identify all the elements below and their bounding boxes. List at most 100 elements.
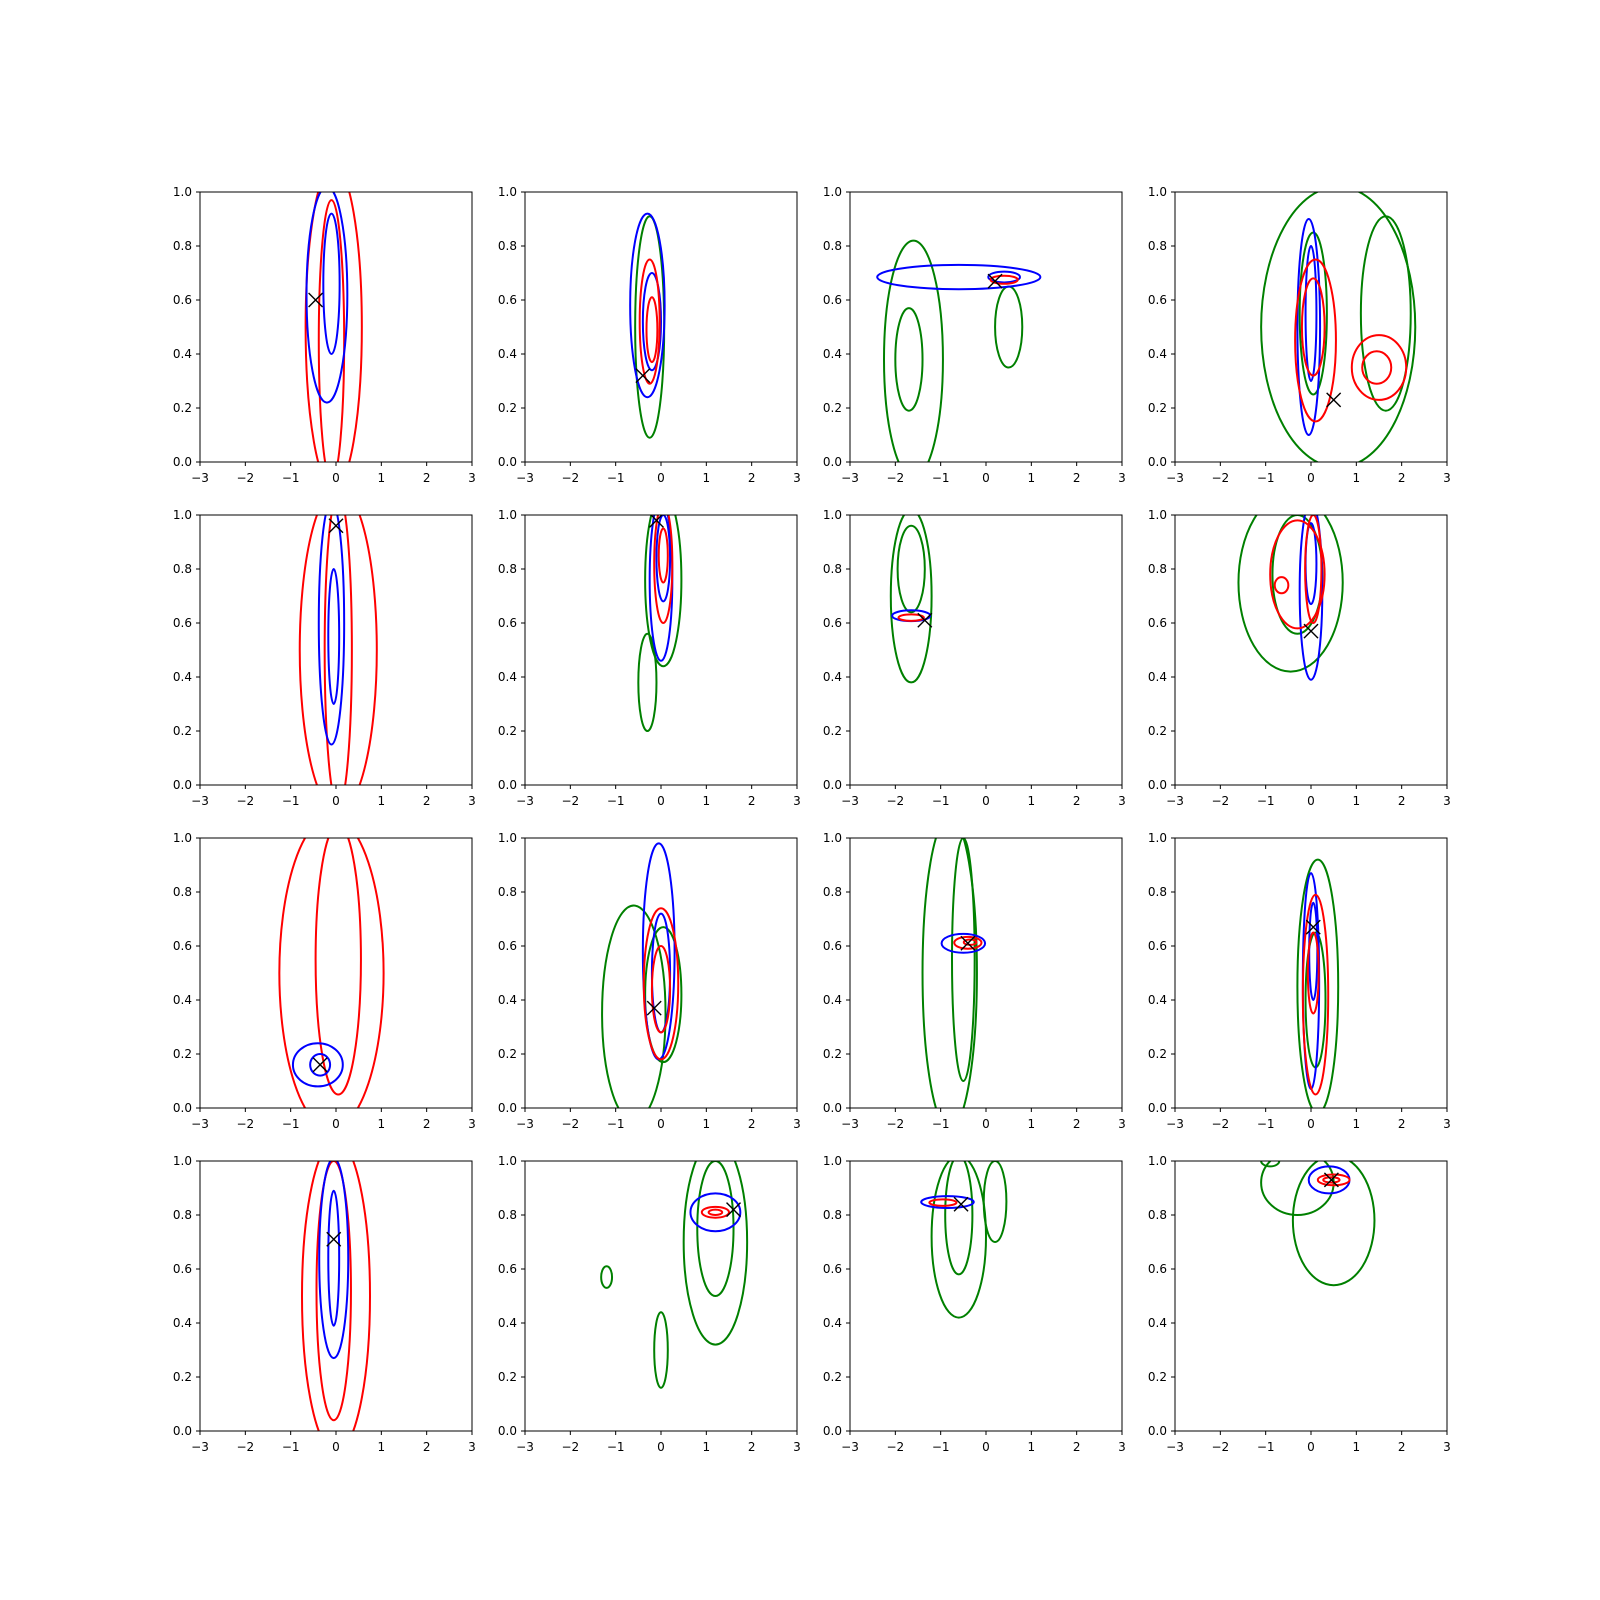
y-tick-label: 0.8 (823, 1208, 842, 1222)
x-marker-stroke (328, 518, 344, 534)
x-tick-label: 2 (748, 1117, 756, 1131)
subplot-4-3: −3 −2 −1 0 1 2 3 0.0 0.2 0.4 0.6 0.8 1.0 (823, 1154, 1126, 1454)
x-tick-label: −3 (1166, 471, 1184, 485)
y-tick-label: 1.0 (1148, 831, 1167, 845)
y-tick-label: 0.0 (823, 778, 842, 792)
subplot-3-2: −3 −2 −1 0 1 2 3 0.0 0.2 0.4 0.6 0.8 1.0 (498, 831, 801, 1131)
x-marker-stroke (648, 515, 663, 528)
y-tick-label: 0.2 (823, 724, 842, 738)
contour-layer (921, 838, 987, 1108)
y-tick-label: 0.2 (1148, 401, 1167, 415)
x-tick-label: 0 (657, 1117, 665, 1131)
contour-layer (1260, 1161, 1376, 1287)
x-marker (960, 935, 976, 951)
x-tick-label: −1 (607, 471, 625, 485)
x-tick-label: −2 (561, 1117, 579, 1131)
green-contour (1291, 1161, 1376, 1287)
blue-contour (655, 515, 672, 603)
x-tick-label: −1 (932, 1440, 950, 1454)
green-contour (600, 1265, 614, 1289)
x-tick-label: 1 (378, 471, 386, 485)
y-tick-label: 0.0 (173, 778, 192, 792)
blue-contour (1304, 245, 1318, 382)
x-tick-label: 1 (1028, 794, 1036, 808)
y-tick-label: 0.0 (498, 1101, 517, 1115)
y-tick-label: 0.2 (173, 1047, 192, 1061)
y-tick-label: 0.0 (823, 455, 842, 469)
x-tick-label: 1 (703, 794, 711, 808)
contour-layer (301, 1161, 371, 1431)
x-tick-label: 1 (1353, 794, 1361, 808)
green-contour (944, 1161, 974, 1276)
red-contour (650, 945, 672, 1034)
y-tick-label: 0.4 (498, 670, 517, 684)
green-contour (682, 1161, 749, 1346)
y-tick-label: 1.0 (823, 1154, 842, 1168)
y-tick-label: 0.2 (173, 724, 192, 738)
x-tick-label: 1 (1353, 1117, 1361, 1131)
blue-contour (1296, 218, 1322, 436)
x-marker (326, 1231, 342, 1247)
y-tick-label: 0.0 (498, 1424, 517, 1438)
subplot-4-4: −3 −2 −1 0 1 2 3 0.0 0.2 0.4 0.6 0.8 1.0 (1148, 1154, 1451, 1454)
x-tick-label: 3 (793, 794, 801, 808)
blue-contour (305, 192, 349, 404)
x-tick-label: −2 (561, 794, 579, 808)
red-contour (301, 1161, 371, 1431)
blue-contour (689, 1192, 742, 1233)
x-marker-stroke (1326, 392, 1342, 408)
x-tick-label: −1 (607, 1117, 625, 1131)
x-tick-label: 3 (468, 1117, 476, 1131)
y-tick-label: 0.6 (1148, 616, 1167, 630)
red-contour (278, 838, 385, 1108)
y-tick-label: 0.4 (173, 347, 192, 361)
contour-layer (889, 515, 933, 684)
y-tick-label: 0.2 (498, 1370, 517, 1384)
x-tick-label: −3 (841, 1117, 859, 1131)
x-marker (1303, 623, 1319, 639)
red-contour (1316, 1173, 1351, 1187)
y-tick-label: 1.0 (173, 508, 192, 522)
red-contour (317, 199, 346, 462)
x-tick-label: 2 (1073, 794, 1081, 808)
y-tick-label: 0.2 (498, 1047, 517, 1061)
x-tick-label: −2 (236, 794, 254, 808)
x-tick-label: −2 (886, 1117, 904, 1131)
x-marker-stroke (953, 1196, 969, 1212)
x-tick-label: 2 (1073, 1440, 1081, 1454)
x-tick-label: 1 (378, 1440, 386, 1454)
red-contour (1361, 350, 1393, 385)
green-contour (696, 1161, 735, 1297)
x-tick-label: −1 (607, 794, 625, 808)
x-tick-label: 0 (982, 471, 990, 485)
y-tick-label: 0.8 (1148, 239, 1167, 253)
x-tick-label: 2 (1398, 794, 1406, 808)
y-tick-label: 1.0 (1148, 185, 1167, 199)
x-tick-label: 0 (657, 1440, 665, 1454)
y-tick-label: 0.4 (173, 1316, 192, 1330)
x-tick-label: 3 (793, 471, 801, 485)
contour-layer (876, 239, 1042, 462)
x-tick-label: −2 (236, 1440, 254, 1454)
y-tick-label: 1.0 (823, 185, 842, 199)
subplot-4-2: −3 −2 −1 0 1 2 3 0.0 0.2 0.4 0.6 0.8 1.0 (498, 1154, 801, 1454)
y-tick-label: 1.0 (823, 831, 842, 845)
green-contour (601, 904, 667, 1108)
y-tick-label: 0.0 (823, 1424, 842, 1438)
x-tick-label: 1 (703, 1440, 711, 1454)
contour-layer (637, 515, 683, 733)
green-contour (889, 515, 933, 684)
green-contour (644, 926, 683, 1064)
red-contour (897, 613, 925, 622)
x-tick-label: −3 (1166, 1440, 1184, 1454)
green-contour (921, 838, 978, 1108)
y-tick-label: 0.0 (173, 1424, 192, 1438)
green-contour (1237, 515, 1344, 673)
x-tick-label: 0 (1307, 794, 1315, 808)
green-contour (930, 1161, 987, 1319)
y-tick-label: 0.4 (823, 670, 842, 684)
red-contour (1301, 893, 1330, 1096)
x-tick-label: −1 (932, 471, 950, 485)
x-tick-label: −1 (1257, 1117, 1275, 1131)
x-tick-label: −3 (516, 471, 534, 485)
